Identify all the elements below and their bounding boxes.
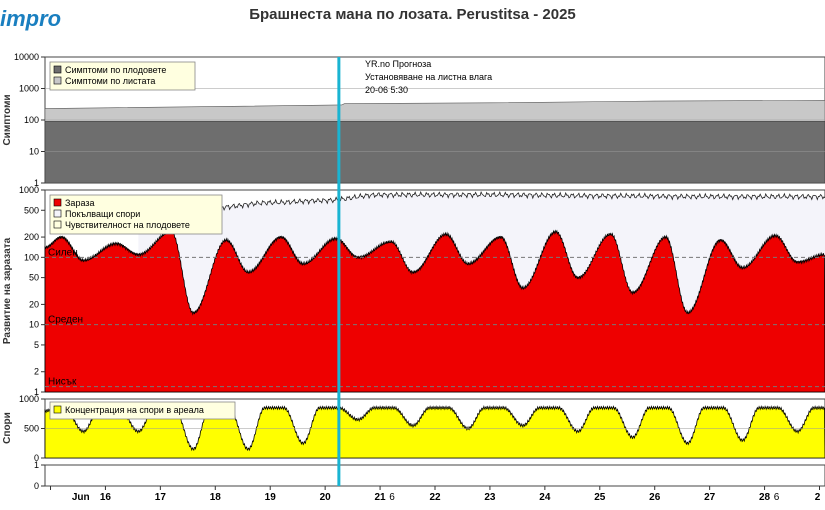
legend-swatch bbox=[53, 65, 62, 74]
ytick-label-sym: 1000 bbox=[19, 84, 39, 94]
legend-label: Зараза bbox=[65, 198, 94, 208]
xtick-label: 25 bbox=[594, 492, 606, 503]
xtick-label: 27 bbox=[704, 492, 716, 503]
gridlines: Силен Среден Нисък bbox=[45, 88, 825, 429]
forecast-line1: YR.no Прогноза bbox=[365, 59, 431, 69]
ytick-label-dev: 5 bbox=[34, 340, 39, 350]
ytick-label-sym: 10000 bbox=[14, 52, 39, 62]
ytick-label-bot: 0 bbox=[34, 481, 39, 491]
ytick-label-dev: 100 bbox=[24, 252, 39, 262]
forecast-line2: Установяване на листна влага bbox=[365, 72, 492, 82]
xtick-label: 17 bbox=[155, 492, 167, 503]
legend-swatch bbox=[53, 209, 62, 218]
legend-label: Чувствителност на плодовете bbox=[65, 220, 190, 230]
legend-label: Симптоми по листата bbox=[65, 76, 155, 86]
ytick-label-bot: 1 bbox=[34, 460, 39, 470]
xtick-label: 23 bbox=[484, 492, 496, 503]
chart-title: Брашнеста мана по лозата. Perustitsa - 2… bbox=[249, 6, 576, 23]
infection-area bbox=[44, 229, 825, 393]
ylabel-spo: Спори bbox=[2, 412, 13, 444]
xtick-label: 2 bbox=[815, 492, 821, 503]
xtick-label: 26 bbox=[649, 492, 661, 503]
panel-frame-bot bbox=[44, 464, 825, 487]
legend-box bbox=[49, 401, 236, 420]
axes: 100001000100101Симптоми10005002001005020… bbox=[2, 52, 821, 503]
ytick-label-dev: 1000 bbox=[19, 185, 39, 195]
legend-label: Покълващи спори bbox=[65, 209, 140, 219]
ytick-label-dev: 20 bbox=[29, 299, 39, 309]
xtick-extra-6: 6 bbox=[774, 492, 780, 503]
data-areas bbox=[44, 100, 825, 459]
xtick-label: 22 bbox=[429, 492, 441, 503]
legend-swatch bbox=[53, 220, 62, 229]
xtick-extra-6: 6 bbox=[389, 492, 395, 503]
forecast-line3: 20-06 5:30 bbox=[365, 85, 408, 95]
xtick-label: Jun bbox=[72, 492, 90, 503]
legend-swatch bbox=[53, 198, 62, 207]
ytick-label-spo: 0 bbox=[34, 453, 39, 463]
threshold-label: Нисък bbox=[48, 377, 77, 388]
threshold-label: Силен bbox=[48, 247, 78, 258]
ytick-label-spo: 1000 bbox=[19, 394, 39, 404]
xtick-label: 21 bbox=[375, 492, 387, 503]
xtick-label: 28 bbox=[759, 492, 771, 503]
ytick-label-sym: 1 bbox=[34, 178, 39, 188]
xtick-label: 19 bbox=[265, 492, 277, 503]
ytick-label-dev: 2 bbox=[34, 367, 39, 377]
legend-box bbox=[49, 194, 223, 235]
threshold-label: Среден bbox=[48, 315, 83, 326]
legend-swatch bbox=[53, 76, 62, 85]
forecast-marker: YR.no Прогноза Установяване на листна вл… bbox=[337, 57, 492, 486]
impro-logo: impro bbox=[0, 6, 62, 31]
xtick-label: 16 bbox=[100, 492, 112, 503]
ylabel-dev: Развитие на заразата bbox=[2, 237, 13, 344]
xtick-label: 18 bbox=[210, 492, 222, 503]
legend-label: Симптоми по плодовете bbox=[65, 65, 166, 75]
ytick-label-dev: 10 bbox=[29, 320, 39, 330]
germinating-spores-line bbox=[138, 190, 825, 211]
legend-box bbox=[49, 61, 196, 91]
xtick-label: 24 bbox=[539, 492, 551, 503]
legend-swatch bbox=[53, 405, 62, 414]
ytick-label-dev: 200 bbox=[24, 232, 39, 242]
fruit-symptoms-area bbox=[44, 121, 825, 184]
ytick-label-sym: 100 bbox=[24, 115, 39, 125]
legend-label: Концентрация на спори в ареала bbox=[65, 405, 204, 415]
ytick-label-sym: 10 bbox=[29, 147, 39, 157]
ytick-label-dev: 1 bbox=[34, 387, 39, 397]
ytick-label-spo: 500 bbox=[24, 424, 39, 434]
ytick-label-dev: 50 bbox=[29, 273, 39, 283]
xtick-label: 20 bbox=[320, 492, 332, 503]
ytick-label-dev: 500 bbox=[24, 205, 39, 215]
ylabel-sym: Симптоми bbox=[2, 94, 13, 145]
